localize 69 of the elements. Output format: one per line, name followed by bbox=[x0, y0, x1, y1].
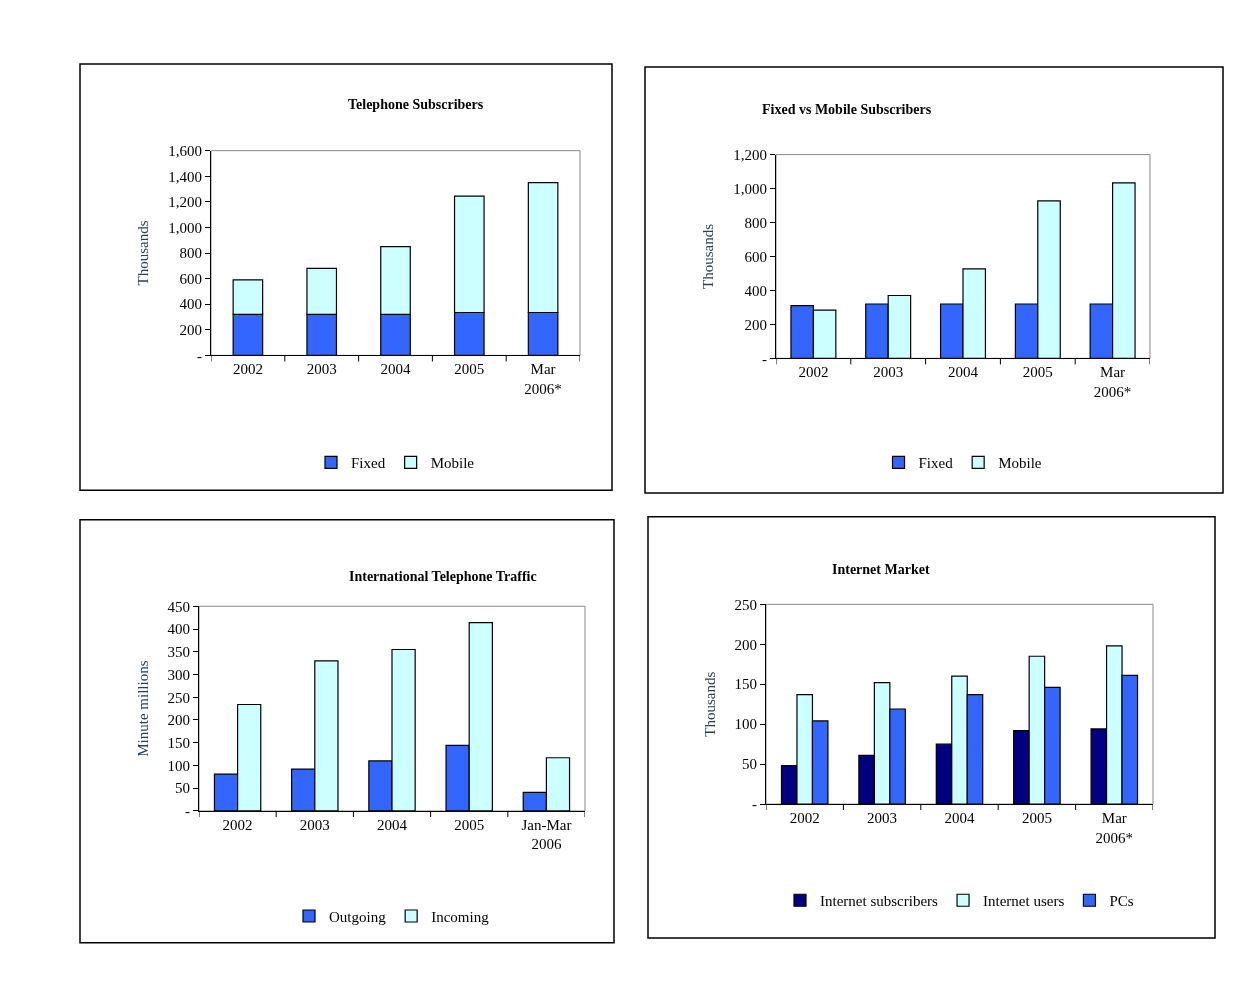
y-tick-label: 400 bbox=[744, 282, 767, 299]
y-tick-label: 250 bbox=[167, 689, 190, 706]
y-tick-label: 450 bbox=[167, 598, 190, 615]
x-tick-label: 2005 bbox=[1022, 364, 1053, 381]
y-tick-label: 100 bbox=[167, 757, 190, 774]
y-tick-label: 1,600 bbox=[168, 142, 202, 159]
y-tick-label: - bbox=[197, 347, 202, 364]
legend-label: Outgoing bbox=[329, 908, 387, 925]
x-tick-label: 2005 bbox=[454, 361, 485, 378]
x-tick-label: Mar 2006* bbox=[1095, 810, 1134, 846]
chart-title: Internet Market bbox=[832, 562, 930, 577]
y-axis-title: Thousands bbox=[700, 223, 717, 289]
y-tick-label: 200 bbox=[744, 316, 767, 333]
y-tick-label: - bbox=[752, 796, 757, 813]
x-tick-label: 2004 bbox=[380, 361, 411, 378]
y-tick-label: 1,200 bbox=[733, 146, 767, 163]
y-tick-label: 200 bbox=[179, 322, 202, 339]
x-tick-label: 2005 bbox=[454, 816, 485, 833]
y-tick-label: 100 bbox=[734, 716, 757, 733]
x-tick-label: Mar 2006* bbox=[524, 361, 562, 397]
y-tick-label: 800 bbox=[744, 214, 767, 231]
x-tick-label: 2005 bbox=[1021, 810, 1052, 827]
legend-label: Mobile bbox=[998, 455, 1042, 472]
x-tick-label: 2003 bbox=[867, 810, 898, 827]
y-tick-label: 300 bbox=[167, 666, 190, 683]
y-tick-label: 800 bbox=[179, 245, 202, 262]
x-tick-label: 2002 bbox=[222, 816, 253, 833]
x-tick-label: 2002 bbox=[798, 364, 829, 381]
y-tick-label: 400 bbox=[167, 621, 190, 638]
y-tick-label: 50 bbox=[742, 756, 757, 773]
x-tick-label: 2003 bbox=[873, 364, 904, 381]
y-tick-label: 150 bbox=[734, 676, 757, 693]
y-tick-label: 1,000 bbox=[733, 180, 767, 197]
x-tick-label: 2004 bbox=[377, 816, 408, 833]
y-tick-label: 1,000 bbox=[168, 219, 202, 236]
y-axis-title: Thousands bbox=[701, 671, 718, 737]
chart-title: Telephone Subscribers bbox=[348, 97, 484, 112]
legend-label: Mobile bbox=[430, 455, 475, 472]
y-tick-label: 250 bbox=[734, 596, 757, 613]
y-tick-label: 600 bbox=[179, 270, 202, 287]
x-tick-label: 2004 bbox=[948, 364, 979, 381]
chart-title: International Telephone Traffic bbox=[349, 569, 537, 584]
x-tick-label: Jan-Mar 2006 bbox=[521, 816, 572, 853]
y-tick-label: 350 bbox=[167, 644, 190, 661]
x-tick-label: 2003 bbox=[299, 816, 330, 833]
y-tick-label: 1,200 bbox=[168, 194, 202, 211]
chart-title: Fixed vs Mobile Subscribers bbox=[762, 102, 932, 117]
y-tick-label: 50 bbox=[175, 780, 190, 797]
y-tick-label: - bbox=[185, 803, 190, 820]
x-tick-label: 2002 bbox=[232, 361, 263, 378]
y-tick-label: 150 bbox=[167, 734, 190, 751]
legend-label: PCs bbox=[1109, 893, 1134, 910]
y-tick-label: 600 bbox=[744, 248, 767, 265]
x-tick-label: 2002 bbox=[789, 810, 820, 827]
y-axis-title: Thousands bbox=[135, 220, 152, 286]
y-tick-label: 1,400 bbox=[168, 168, 202, 185]
legend-label: Fixed bbox=[351, 455, 386, 472]
y-tick-label: 400 bbox=[179, 296, 202, 313]
y-tick-label: 200 bbox=[167, 712, 190, 729]
y-tick-label: 200 bbox=[734, 636, 757, 653]
legend-label: Fixed bbox=[918, 455, 954, 472]
x-tick-label: Mar 2006* bbox=[1093, 364, 1132, 400]
x-tick-label: 2004 bbox=[944, 810, 975, 827]
y-tick-label: - bbox=[762, 350, 767, 367]
y-axis-title: Minute millions bbox=[134, 660, 151, 757]
legend-label: Internet users bbox=[983, 893, 1065, 910]
x-tick-label: 2003 bbox=[306, 361, 337, 378]
legend-label: Incoming bbox=[431, 908, 490, 925]
legend-label: Internet subscribers bbox=[820, 893, 939, 910]
